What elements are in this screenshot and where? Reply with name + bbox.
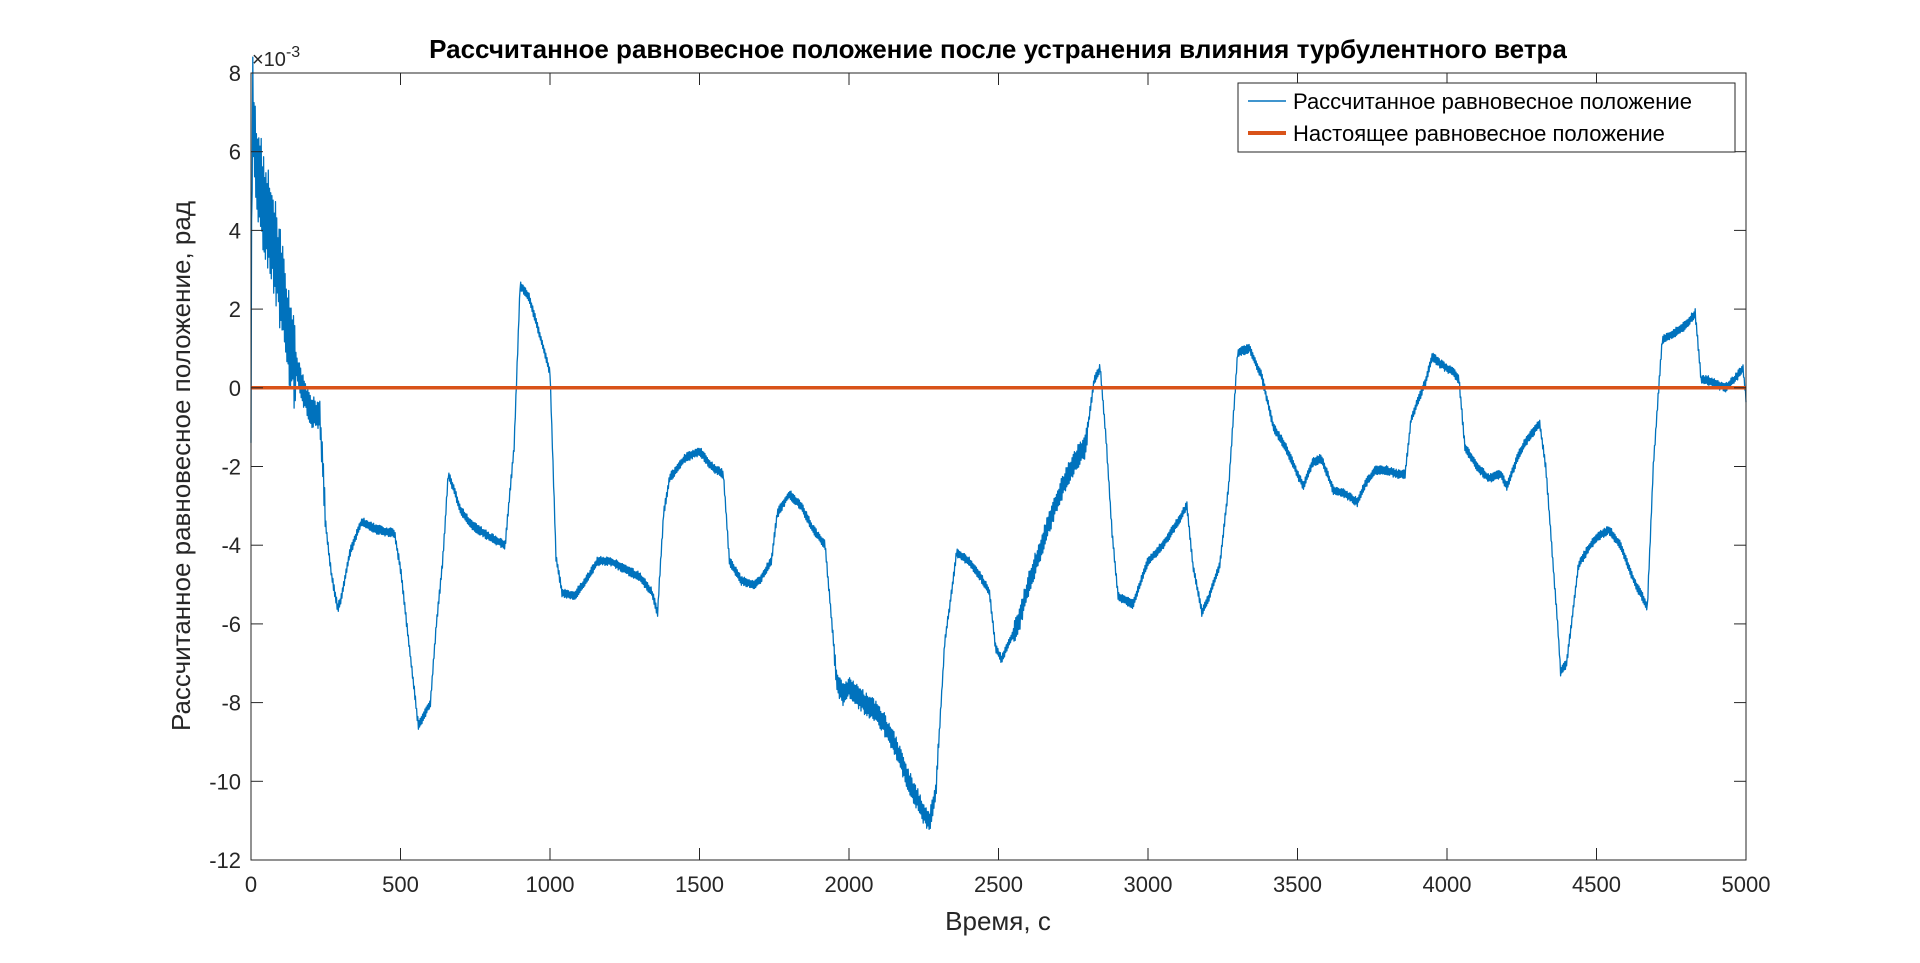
x-tick-label: 4500	[1572, 872, 1621, 897]
y-tick-label: 0	[229, 376, 241, 401]
legend: Рассчитанное равновесное положение Насто…	[1237, 82, 1736, 153]
x-tick-label: 3000	[1124, 872, 1173, 897]
y-tick-label: -8	[221, 691, 241, 716]
x-tick-label: 4000	[1423, 872, 1472, 897]
legend-box	[1237, 82, 1736, 153]
y-tick-label: -10	[209, 769, 241, 794]
x-tick-label: 2000	[825, 872, 874, 897]
plot-area	[251, 73, 1746, 860]
y-exponent-base: ×10	[252, 49, 286, 71]
y-tick-label: 4	[229, 218, 241, 243]
x-tick-label: 1000	[526, 872, 575, 897]
x-tick-label: 3500	[1273, 872, 1322, 897]
x-tick-label: 500	[382, 872, 419, 897]
series-layer	[250, 56, 1747, 830]
x-tick-label: 2500	[974, 872, 1023, 897]
y-tick-label: 2	[229, 297, 241, 322]
y-axis-label: Рассчитанное равновесное положение, рад	[166, 201, 196, 731]
x-tick-label: 1500	[675, 872, 724, 897]
chart-title: Рассчитанное равновесное положение после…	[429, 34, 1567, 64]
y-tick-label: -4	[221, 533, 241, 558]
x-tick-label: 5000	[1722, 872, 1771, 897]
x-tick-label: 0	[245, 872, 257, 897]
legend-label-true: Настоящее равновесное положение	[1293, 121, 1665, 146]
y-tick-label: -2	[221, 455, 241, 480]
series-line-calculated	[250, 56, 1747, 830]
ticks-layer: 0 500 1000 1500 2000 2500 3000 3500 4000 4500 5000…	[209, 61, 1770, 897]
x-axis-label: Время, с	[945, 906, 1051, 936]
y-tick-label: -6	[221, 612, 241, 637]
legend-label-calculated: Рассчитанное равновесное положение	[1293, 89, 1692, 114]
y-tick-label: 6	[229, 140, 241, 165]
y-tick-label: 8	[229, 61, 241, 86]
y-exponent-power: -3	[286, 44, 300, 61]
y-tick-label: -12	[209, 848, 241, 873]
y-exponent-label: ×10-3	[252, 44, 300, 71]
